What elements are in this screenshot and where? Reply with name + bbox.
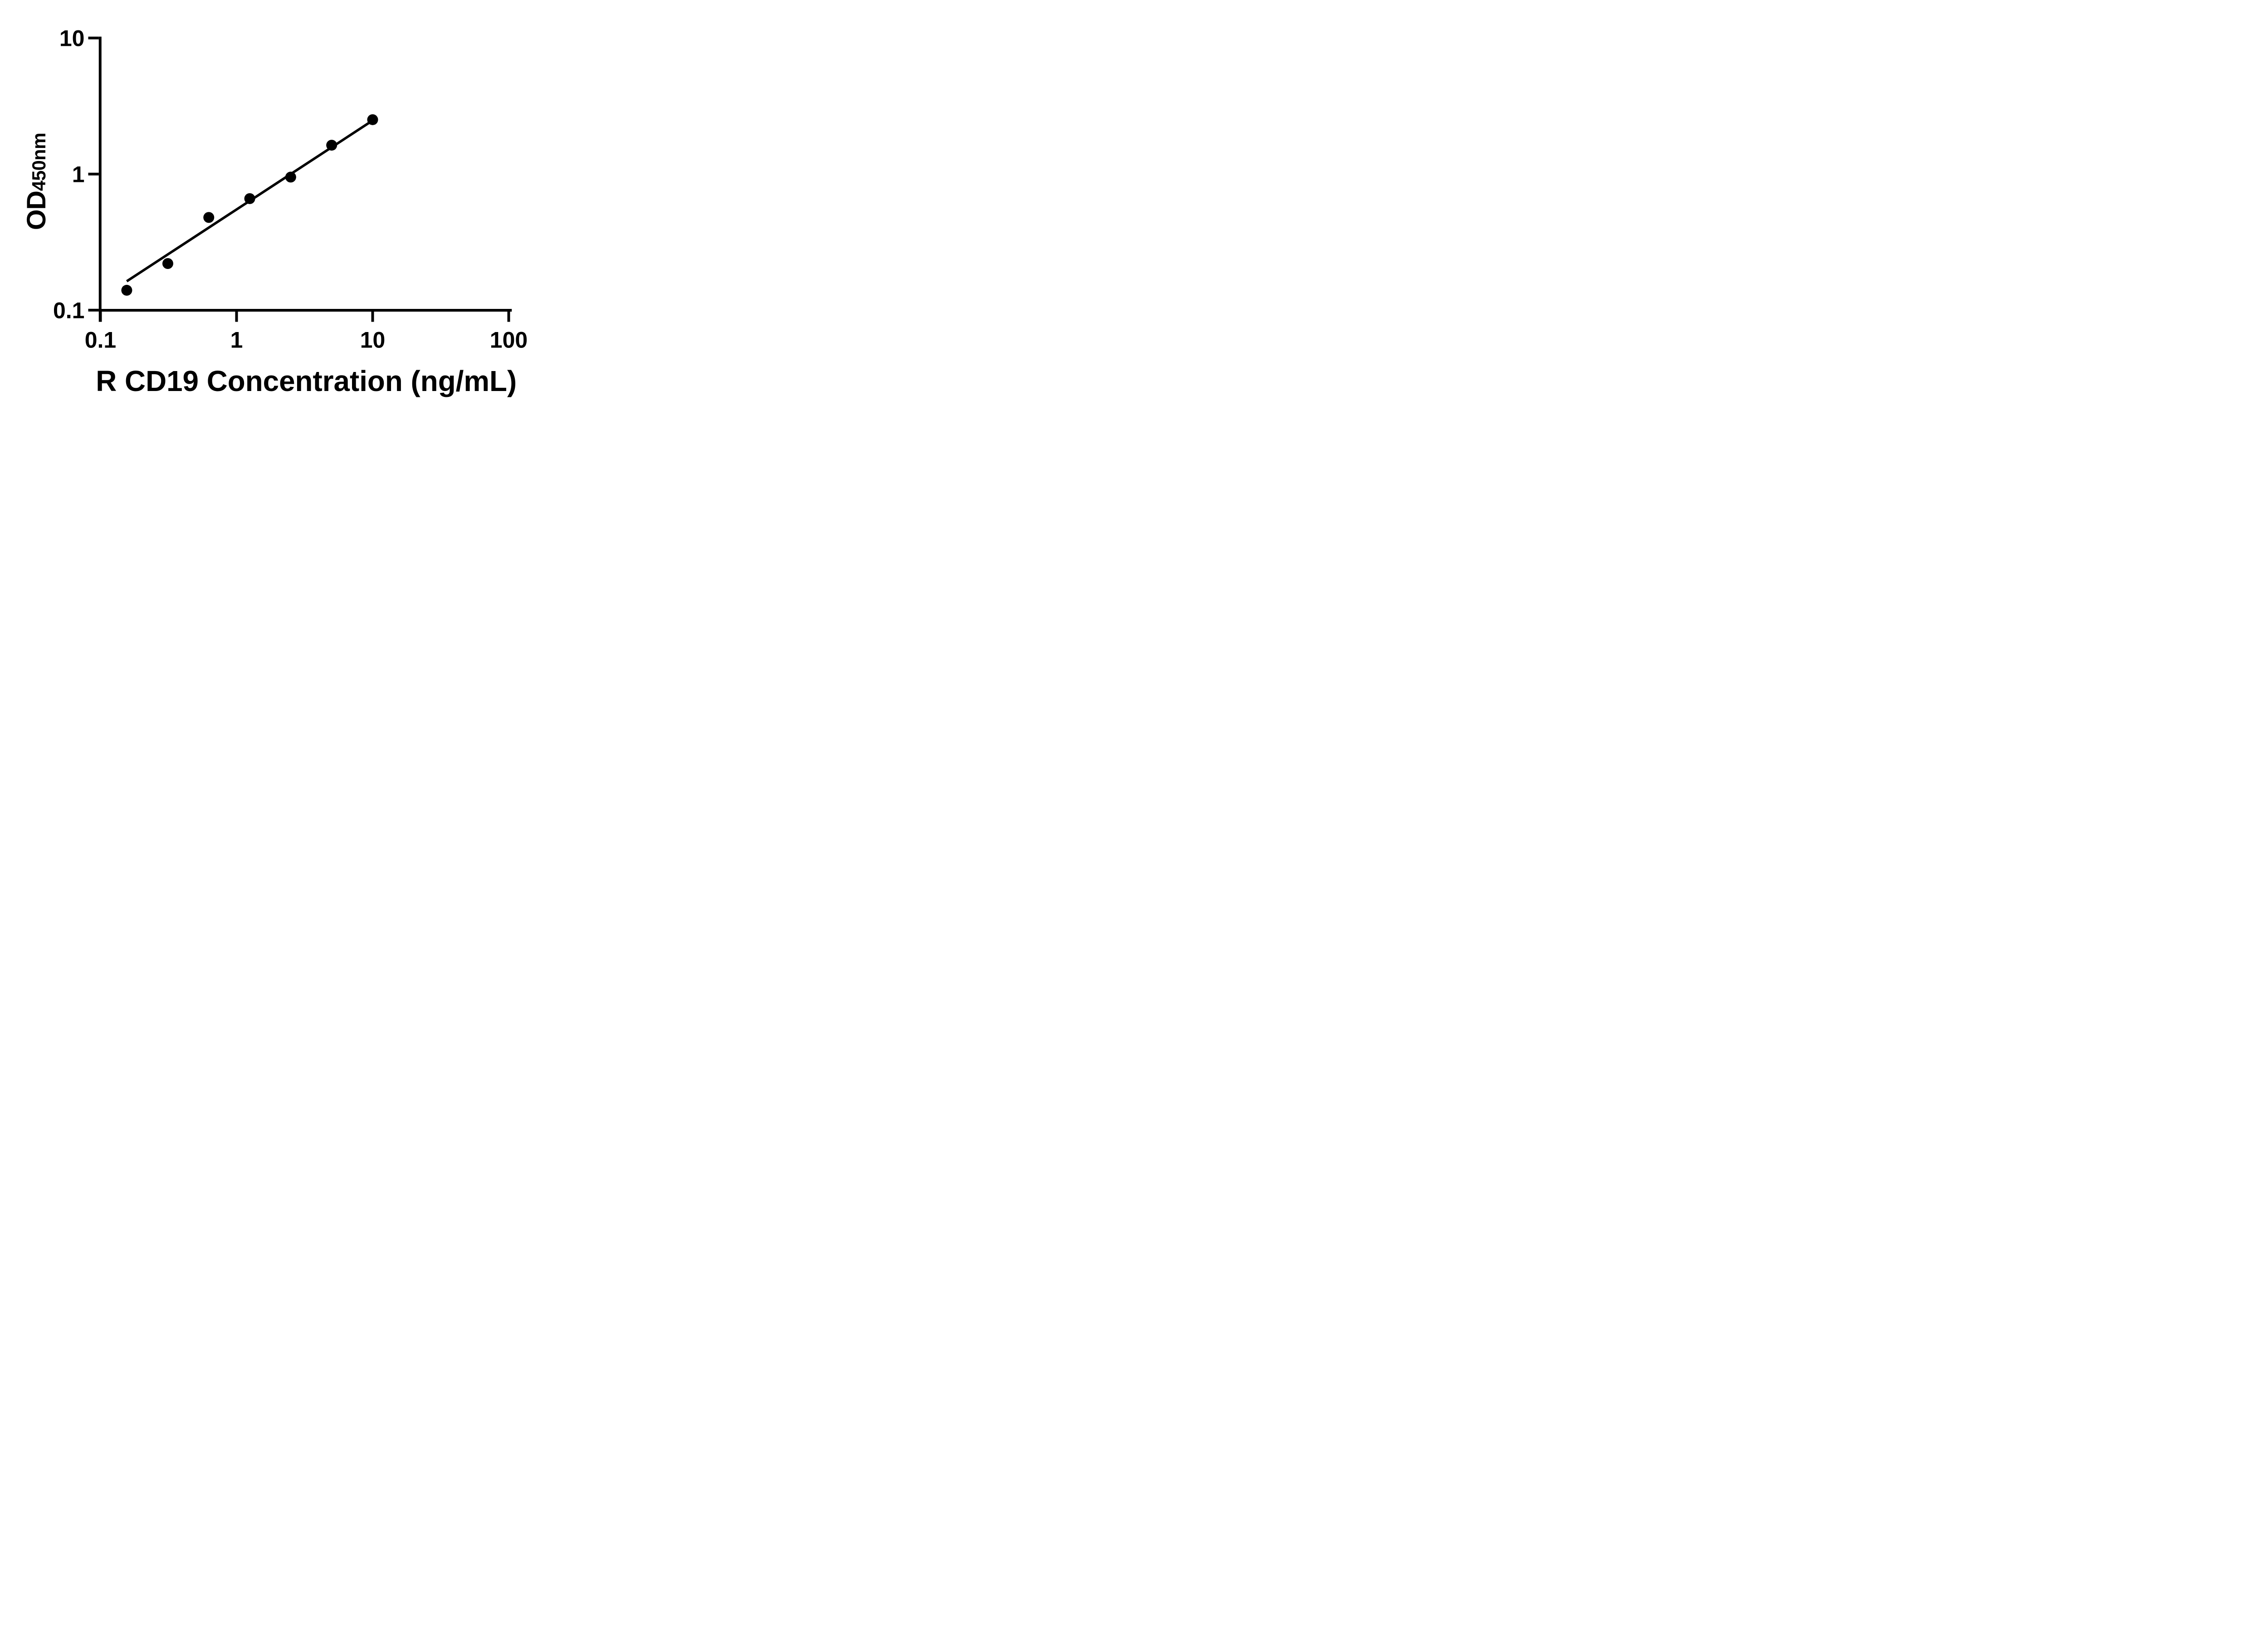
- y-tick-label: 10: [59, 25, 85, 51]
- x-tick-label: 10: [360, 327, 386, 352]
- axes: 0.1 1 10 0.1 1 10 100: [53, 25, 528, 352]
- y-axis-tick-labels: 0.1 1 10: [53, 25, 85, 323]
- y-tick-label: 1: [72, 161, 85, 187]
- x-tick-label: 100: [490, 327, 528, 352]
- data-point: [121, 284, 132, 296]
- x-tick-label: 0.1: [85, 327, 117, 352]
- x-tick-label: 1: [230, 327, 243, 352]
- data-point: [326, 140, 337, 151]
- data-point: [162, 258, 173, 269]
- plot-area: [121, 114, 378, 296]
- y-tick-label: 0.1: [53, 298, 85, 323]
- data-point: [367, 114, 378, 125]
- elisa-standard-curve-figure: 0.1 1 10 0.1 1 10 100 R CD19 Concentration (n…: [0, 0, 571, 408]
- data-point: [285, 171, 296, 183]
- x-axis-ticks: [99, 312, 510, 322]
- y-axis-ticks: [88, 36, 99, 312]
- y-axis-title-subscript: 450nm: [29, 133, 49, 191]
- y-axis-title: OD450nm: [22, 133, 51, 230]
- data-point: [203, 212, 215, 223]
- x-axis-tick-labels: 0.1 1 10 100: [85, 327, 528, 352]
- chart-canvas: 0.1 1 10 0.1 1 10 100 R CD19 Concentration (n…: [22, 25, 528, 397]
- x-axis-title: R CD19 Concentration (ng/mL): [96, 365, 517, 397]
- data-point: [244, 193, 255, 204]
- y-axis-title-main: OD: [22, 191, 51, 230]
- data-point-series: [121, 114, 378, 296]
